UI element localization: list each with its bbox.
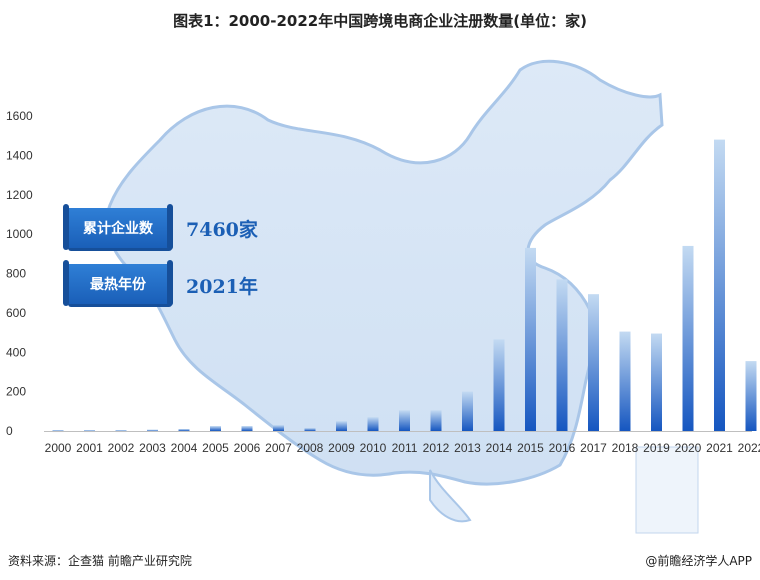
bar-2013	[462, 391, 473, 431]
y-tick-label: 1400	[6, 148, 33, 162]
x-tick-label: 2022	[738, 441, 760, 455]
x-tick-label: 2001	[76, 441, 103, 455]
source-note: 资料来源：企查猫 前瞻产业研究院	[8, 554, 192, 568]
x-tick-label: 2020	[675, 441, 702, 455]
y-tick-label: 1000	[6, 227, 33, 241]
y-tick-label: 400	[6, 345, 26, 359]
x-tick-label: 2018	[612, 441, 639, 455]
bar-2016	[556, 279, 568, 431]
bar-series	[52, 139, 757, 433]
x-tick-label: 2015	[517, 441, 544, 455]
bar-2021	[714, 139, 725, 431]
x-tick-label: 2010	[360, 441, 387, 455]
bar-2007	[273, 425, 284, 431]
stat-label-ribbon-total: 累计企业数	[63, 204, 173, 250]
bar-2015	[525, 247, 536, 431]
y-tick-label: 800	[6, 267, 26, 281]
bar-2003	[147, 429, 158, 432]
y-tick-label: 1600	[6, 109, 33, 123]
bar-2019	[651, 333, 662, 431]
stat-label-ribbon-hottest: 最热年份	[63, 260, 173, 306]
bar-2008	[304, 428, 316, 431]
bar-2018	[619, 331, 631, 431]
x-tick-label: 2006	[234, 441, 261, 455]
x-tick-label: 2009	[328, 441, 355, 455]
bar-2009	[336, 421, 347, 431]
x-tick-label: 2007	[265, 441, 292, 455]
bar-2022	[745, 361, 757, 431]
bar-2004	[178, 429, 190, 432]
x-tick-label: 2016	[549, 441, 576, 455]
bar-2012	[430, 410, 442, 431]
y-tick-label: 200	[6, 385, 26, 399]
x-tick-label: 2021	[706, 441, 733, 455]
x-tick-label: 2003	[139, 441, 166, 455]
bar-2006	[241, 426, 253, 431]
y-axis: 0 200 400 600 800 1000 1200 1400 1600	[6, 109, 33, 438]
y-tick-label: 0	[6, 424, 13, 438]
x-tick-label: 2000	[45, 441, 72, 455]
x-tick-label: 2002	[108, 441, 135, 455]
x-tick-label: 2004	[171, 441, 198, 455]
china-map-background	[105, 59, 699, 534]
bar-2011	[399, 410, 410, 431]
brand-mark: @前瞻经济学人APP	[645, 554, 752, 568]
x-tick-label: 2019	[643, 441, 670, 455]
x-tick-label: 2014	[486, 441, 513, 455]
bar-2010	[367, 417, 379, 431]
bar-2014	[493, 339, 505, 431]
x-tick-label: 2012	[423, 441, 450, 455]
bar-2017	[588, 294, 599, 431]
y-tick-label: 600	[6, 306, 26, 320]
x-tick-label: 2005	[202, 441, 229, 455]
x-axis: 2000 2001 2002 2003 2004 2005 2006 2007 2008 2009…	[44, 431, 760, 455]
x-tick-label: 2008	[297, 441, 324, 455]
x-tick-label: 2011	[392, 441, 418, 455]
bar-2020	[682, 245, 694, 431]
stat-value-total: 7460家	[186, 219, 258, 241]
bar-2005	[210, 426, 221, 431]
stat-value-hottest: 2021年	[186, 276, 258, 298]
x-tick-label: 2017	[580, 441, 607, 455]
chart-title: 图表1：2000-2022年中国跨境电商企业注册数量(单位：家)	[173, 12, 587, 30]
x-tick-label: 2013	[454, 441, 481, 455]
y-tick-label: 1200	[6, 188, 33, 202]
